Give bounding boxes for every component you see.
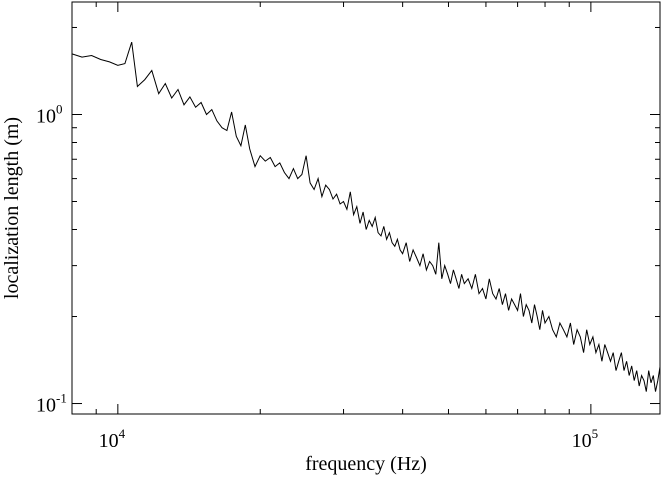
y-tick-label: 100 xyxy=(36,101,63,127)
y-axis-ticks: 100 10-1 xyxy=(36,26,660,417)
series-line xyxy=(71,41,661,392)
y-axis-label: localization length (m) xyxy=(1,117,23,299)
x-axis-ticks: 104 105 xyxy=(95,2,599,452)
x-axis-label: frequency (Hz) xyxy=(305,453,427,475)
x-tick-label: 105 xyxy=(572,426,599,452)
x-tick-exponent: 4 xyxy=(119,426,126,441)
y-tick-exponent: 0 xyxy=(56,101,63,116)
x-tick-label: 104 xyxy=(99,426,126,452)
plot-frame xyxy=(71,1,661,415)
y-tick-exponent: -1 xyxy=(56,391,67,406)
x-tick-exponent: 5 xyxy=(592,426,599,441)
y-tick-label: 10-1 xyxy=(36,391,67,417)
